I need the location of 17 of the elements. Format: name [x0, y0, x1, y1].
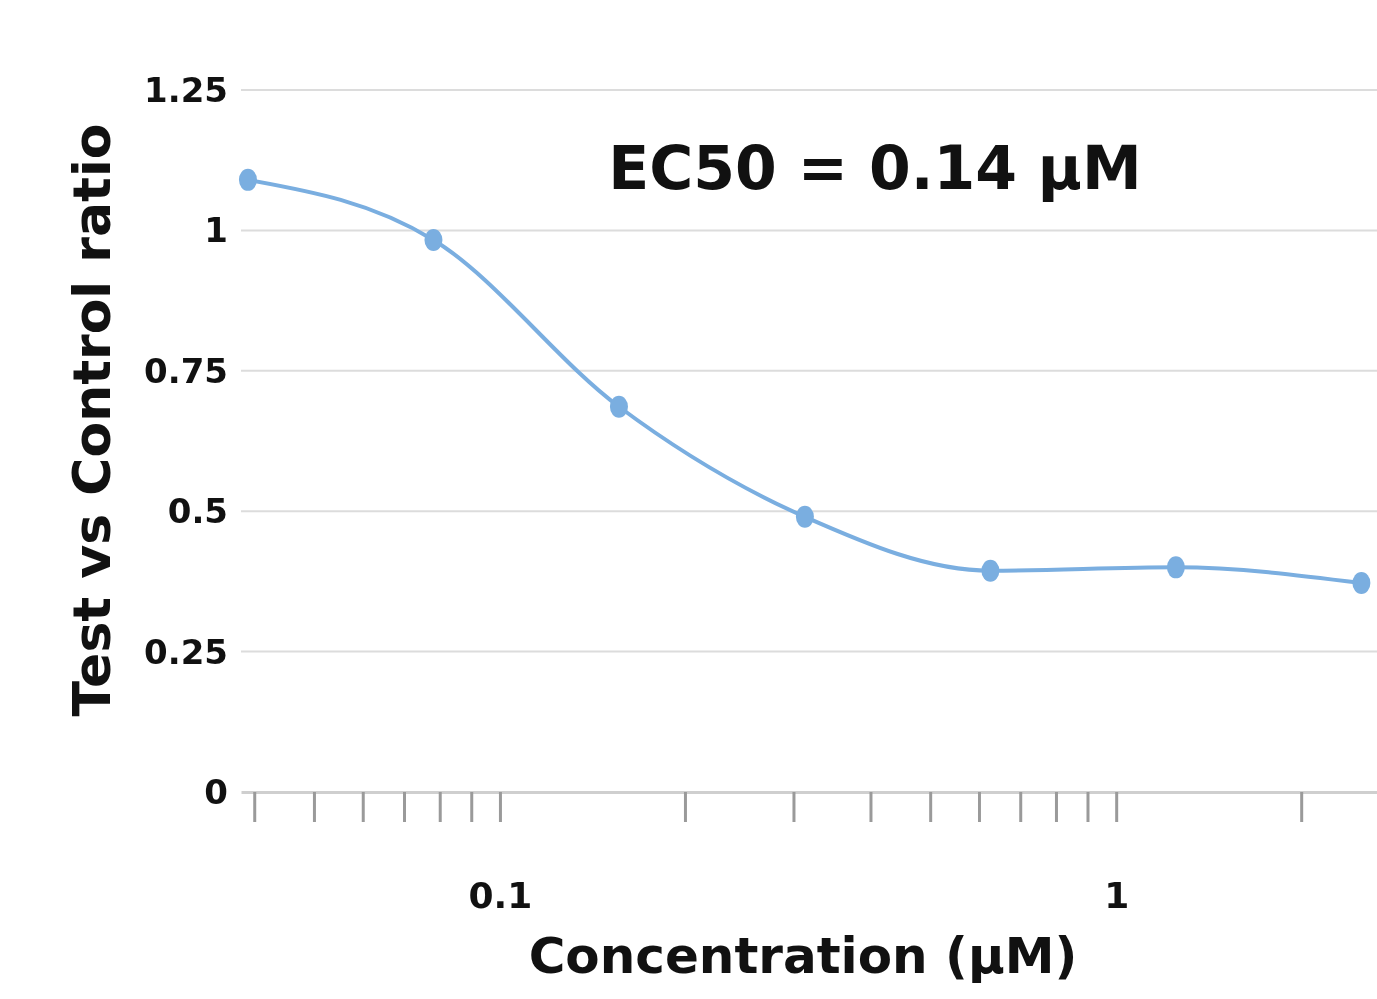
y-tick-label: 0 — [204, 771, 228, 812]
y-tick-label: 0.5 — [167, 491, 228, 532]
y-tick-label: 1 — [204, 210, 228, 251]
x-axis-title: Concentration (μM) — [528, 926, 1078, 985]
y-tick-label: 0.25 — [144, 631, 228, 672]
point — [238, 168, 257, 191]
annotation: EC50 = 0.14 μM — [608, 133, 1142, 203]
point — [424, 228, 443, 251]
x-tick-label: 0.1 — [468, 874, 533, 916]
point — [609, 395, 628, 418]
point — [795, 505, 814, 528]
y-tick-label: 1.25 — [144, 69, 228, 110]
point — [981, 559, 1000, 582]
point — [1352, 572, 1371, 595]
point — [1166, 556, 1185, 579]
y-tick-label: 0.75 — [144, 350, 228, 391]
y-axis-title: Test vs Control ratio — [62, 123, 123, 717]
